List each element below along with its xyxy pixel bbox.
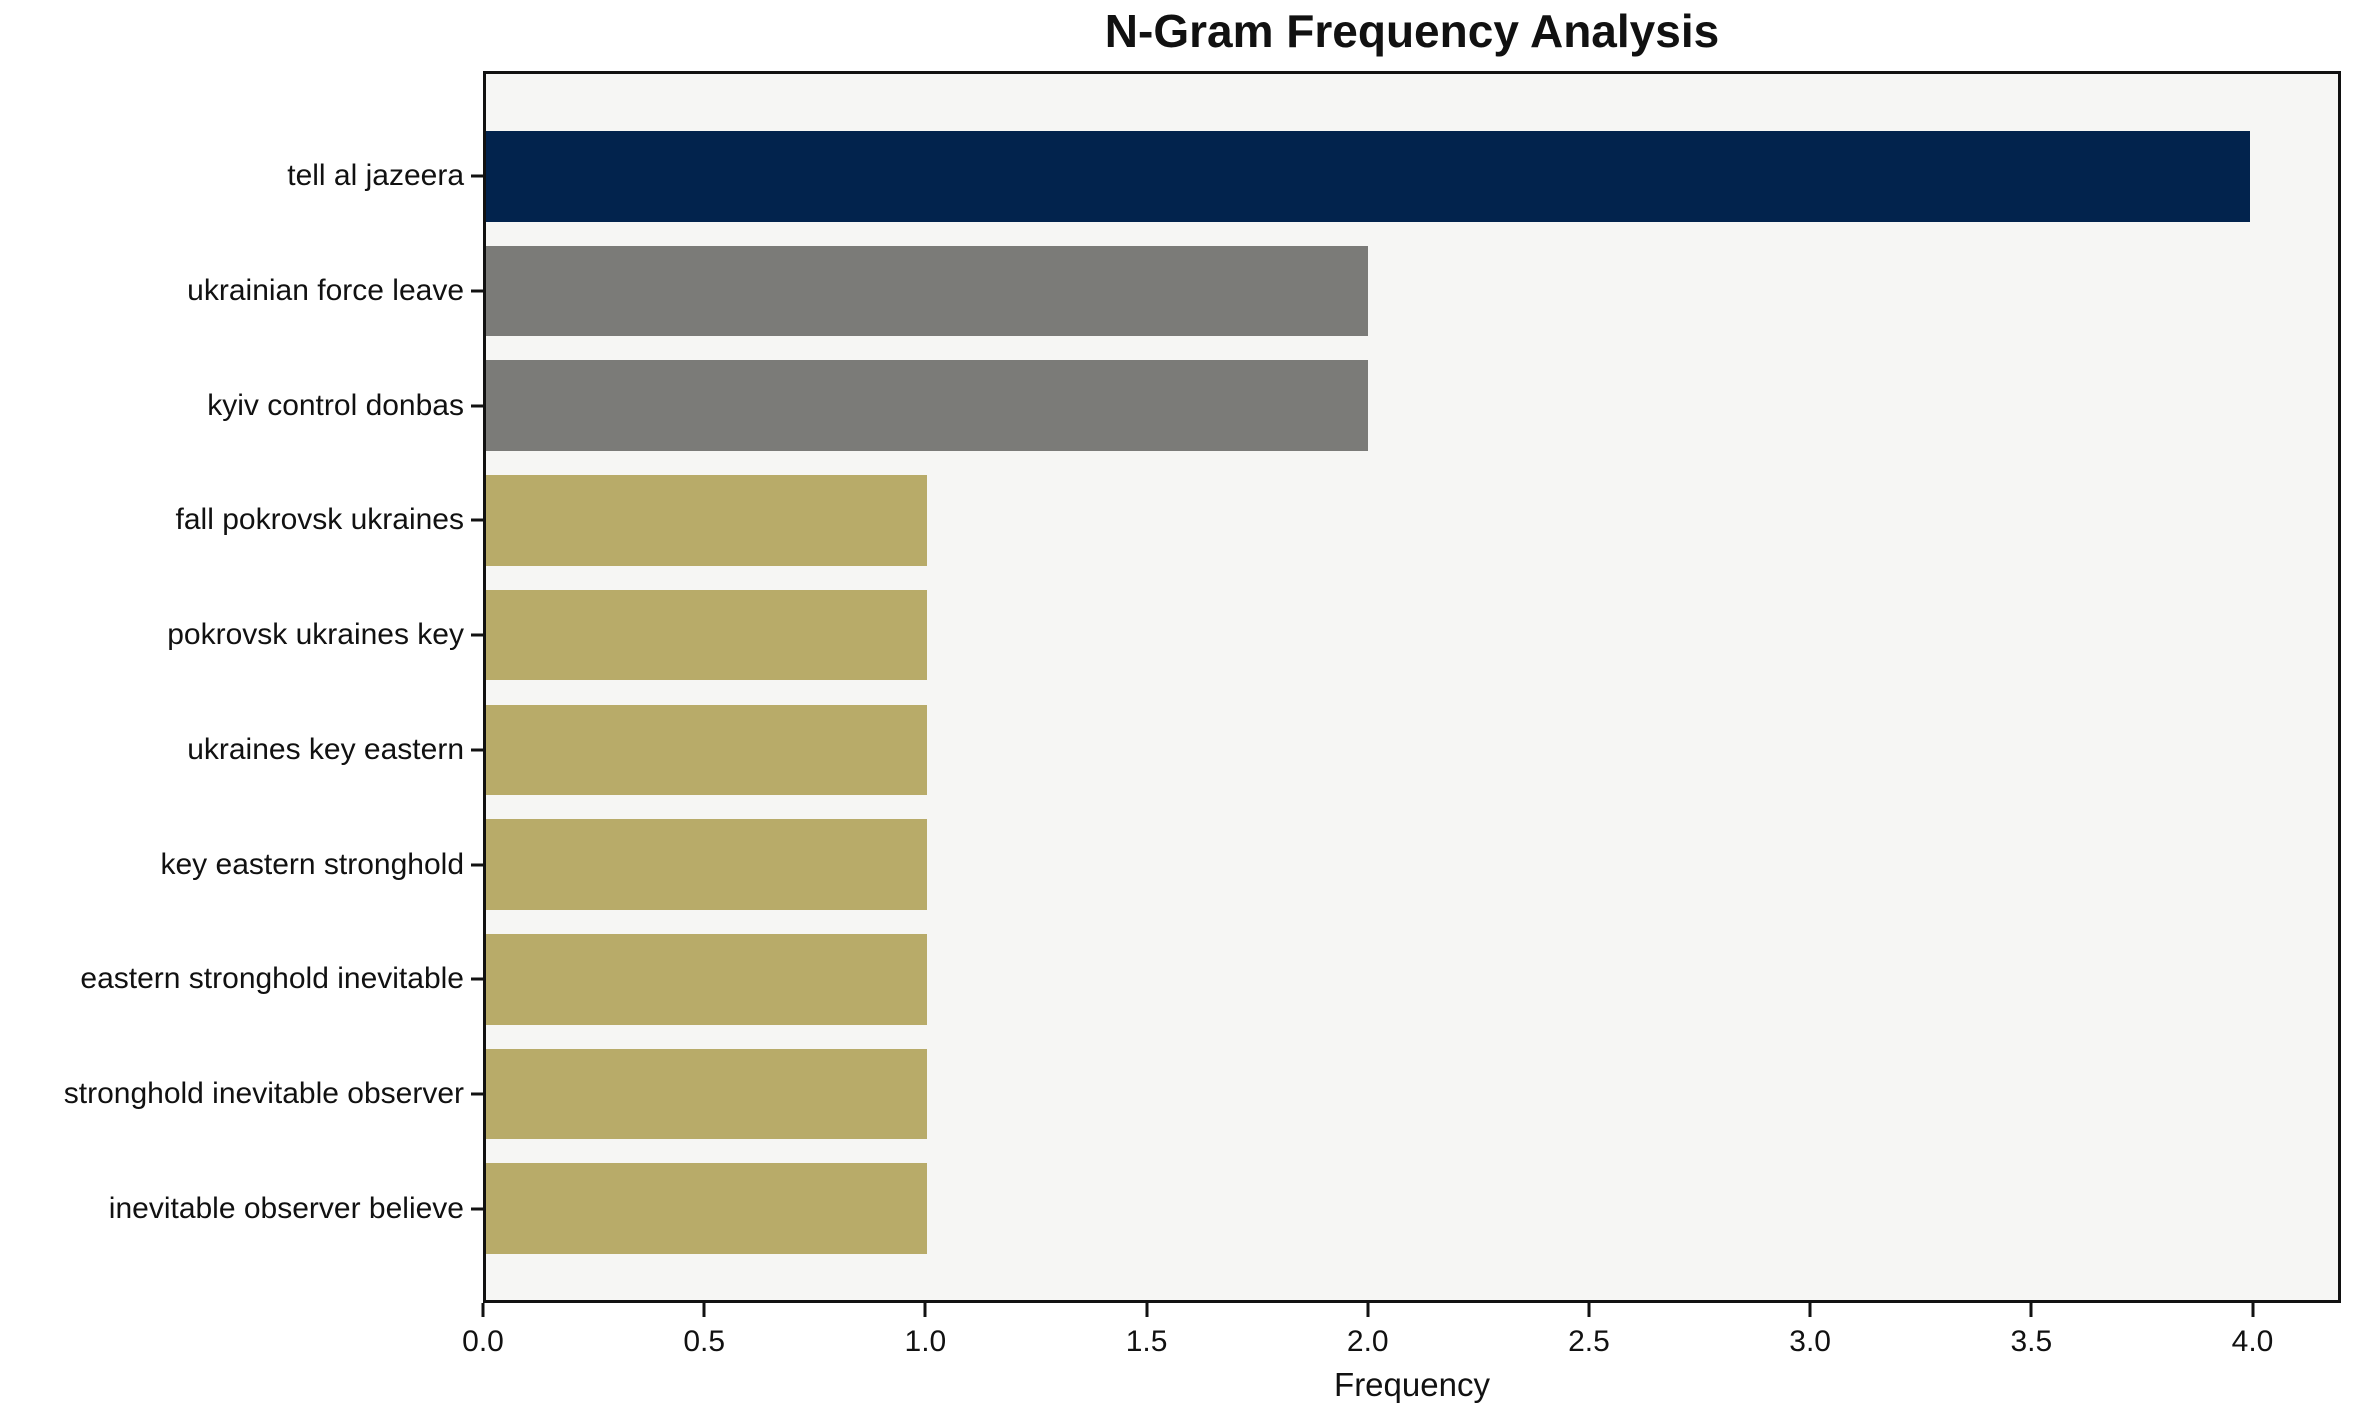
bar [486, 245, 1368, 337]
bar [486, 589, 927, 681]
chart-title: N-Gram Frequency Analysis [1104, 5, 1720, 57]
y-tick-mark [471, 1207, 483, 1211]
y-tick-label: fall pokrovsk ukraines [175, 503, 464, 537]
x-tick-mark [702, 1303, 706, 1317]
bar-row: tell al jazeera [287, 119, 2338, 234]
x-tick-label: 0.5 [683, 1325, 726, 1358]
x-tick-mark [1145, 1303, 1149, 1317]
x-tick-label: 4.0 [2231, 1325, 2274, 1358]
y-tick-mark [471, 748, 483, 752]
x-tick-mark [2251, 1303, 2255, 1317]
bar-row: pokrovsk ukraines key [167, 578, 2338, 693]
bar [486, 819, 927, 910]
y-tick-label: pokrovsk ukraines key [167, 618, 464, 652]
plot-area: tell al jazeera ukrainian force leave kyiv… [64, 71, 2341, 1303]
x-tick-label: 0.0 [462, 1325, 504, 1358]
y-tick-mark [471, 518, 483, 522]
y-tick-mark [471, 289, 483, 293]
y-tick-mark [471, 404, 483, 408]
bar-row: stronghold inevitable observer [64, 1037, 2338, 1152]
y-tick-label: inevitable observer believe [108, 1191, 464, 1225]
bar [486, 360, 1368, 452]
x-tick-mark [2029, 1303, 2033, 1317]
x-tick-mark [1587, 1303, 1591, 1317]
bar-row: ukraines key eastern [187, 693, 2338, 808]
y-tick-mark [471, 977, 483, 981]
y-tick-label: eastern stronghold inevitable [80, 962, 464, 996]
bar-row: inevitable observer believe [109, 1151, 2338, 1266]
x-tick-mark [481, 1303, 485, 1317]
y-tick-label: ukraines key eastern [187, 732, 464, 766]
x-tick-label: 1.5 [1125, 1325, 1168, 1358]
x-axis-title: Frequency [1334, 1366, 1490, 1403]
bar-row: eastern stronghold inevitable [80, 922, 2338, 1037]
bar-row: fall pokrovsk ukraines [176, 463, 2338, 578]
bar [486, 704, 927, 796]
x-tick-mark [1366, 1303, 1370, 1317]
x-tick-label: 2.5 [1568, 1325, 1610, 1358]
x-axis: 0.0 0.5 1.0 1.5 2.0 2.5 3.0 3.5 4.0 [462, 1303, 2341, 1363]
x-tick-label: 3.0 [1789, 1325, 1831, 1358]
bar-row: key eastern stronghold [160, 807, 2338, 922]
bar [486, 475, 927, 566]
x-tick-label: 1.0 [904, 1325, 947, 1358]
bar-row: kyiv control donbas [207, 348, 2338, 463]
y-tick-label: tell al jazeera [287, 159, 464, 193]
y-tick-label: ukrainian force leave [187, 274, 464, 308]
bar [486, 1163, 927, 1254]
x-tick-mark [923, 1303, 927, 1317]
x-tick-label: 2.0 [1346, 1325, 1389, 1358]
bar [486, 933, 927, 1025]
x-tick-mark [1808, 1303, 1812, 1317]
y-tick-mark [471, 863, 483, 867]
y-tick-mark [471, 1092, 483, 1096]
y-tick-mark [471, 633, 483, 637]
y-tick-label: kyiv control donbas [207, 388, 464, 422]
bar [486, 131, 2250, 222]
bar-row: ukrainian force leave [187, 234, 2338, 349]
bars-area: tell al jazeera ukrainian force leave kyiv… [64, 119, 2338, 1266]
bar [486, 1048, 927, 1140]
y-tick-label: key eastern stronghold [160, 847, 464, 881]
x-tick-label: 3.5 [2010, 1325, 2053, 1358]
y-tick-mark [471, 174, 483, 178]
y-tick-label: stronghold inevitable observer [63, 1076, 464, 1110]
